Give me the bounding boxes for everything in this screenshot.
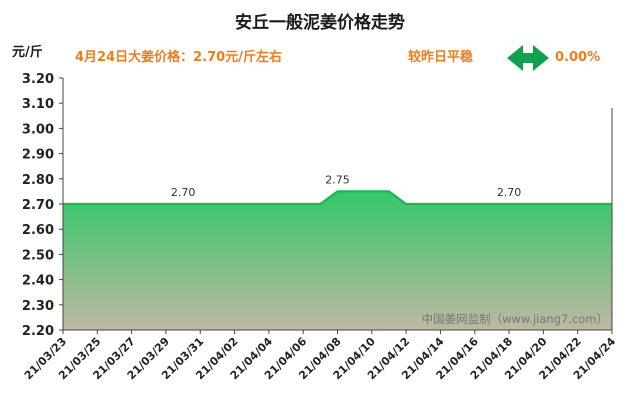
y-tick-labels: 3.20 3.10 3.00 2.90 2.80 2.70 2.60 2.50 2.40 2.30…: [22, 72, 63, 339]
y-tick-label: 2.40: [22, 274, 54, 289]
y-tick-label: 2.90: [22, 148, 54, 163]
y-tick-label: 2.20: [22, 324, 54, 339]
price-note: 4月24日大姜价格：2.70元/斤左右: [75, 49, 282, 65]
data-labels: 2.70 2.75 2.70: [171, 173, 521, 199]
plot-area: 3.20 3.10 3.00 2.90 2.80 2.70 2.60 2.50 2.40 2.30…: [22, 72, 619, 382]
data-label: 2.70: [171, 186, 196, 199]
y-tick-label: 2.80: [22, 173, 54, 188]
y-tick-label: 2.70: [22, 198, 54, 213]
trend-label: 较昨日平稳: [408, 49, 473, 65]
y-tick-label: 2.60: [22, 223, 54, 238]
x-tick-labels: 21/03/2321/03/2521/03/2721/03/2921/03/31…: [22, 330, 618, 382]
y-tick-label: 2.50: [22, 248, 54, 263]
y-tick-label: 2.30: [22, 299, 54, 314]
change-percent: 0.00%: [555, 50, 600, 65]
y-tick-label: 3.10: [22, 97, 54, 112]
price-area: [63, 191, 612, 330]
left-right-arrow-icon: [507, 45, 549, 71]
y-axis-unit: 元/斤: [12, 44, 43, 60]
watermark: 中国姜网监制（www.jiang7.com）: [422, 312, 608, 326]
price-series-line: [63, 190, 612, 206]
y-tick-label: 3.00: [22, 122, 54, 137]
data-label: 2.70: [497, 186, 522, 199]
y-tick-label: 3.20: [22, 72, 54, 87]
chart-title: 安丘一般泥姜价格走势: [235, 12, 405, 33]
data-label: 2.75: [325, 173, 350, 186]
